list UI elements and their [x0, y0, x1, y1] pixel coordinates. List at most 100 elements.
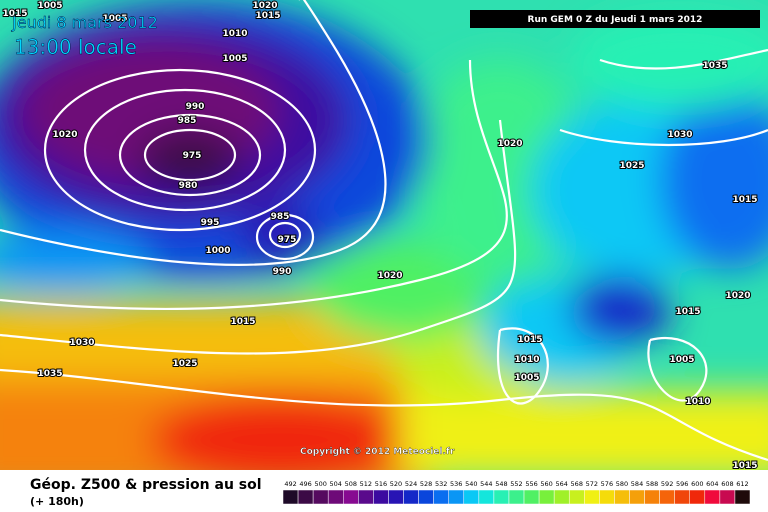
isobar-label: 995 — [201, 218, 220, 228]
isobar-label: 1025 — [619, 161, 644, 171]
color-swatch — [553, 489, 570, 505]
isobar-label: 1035 — [37, 369, 62, 379]
isobar-label: 1020 — [497, 139, 522, 149]
run-info: Run GEM 0 Z du Jeudi 1 mars 2012 — [528, 15, 703, 25]
isobar — [43, 68, 317, 232]
color-swatch — [403, 489, 419, 505]
isobar-label: 990 — [186, 102, 205, 112]
color-scale-label: 516 — [375, 480, 387, 488]
isobar-label: 1015 — [230, 317, 255, 327]
isobar-label: 1030 — [69, 338, 94, 348]
isobar-label: 1015 — [675, 307, 700, 317]
isobar — [599, 48, 768, 70]
color-scale-label: 492 — [284, 480, 296, 488]
color-scale-label: 612 — [736, 480, 748, 488]
color-swatch — [418, 489, 434, 505]
isobars — [0, 0, 768, 462]
isobar-label: 1015 — [517, 335, 542, 345]
color-swatch — [312, 489, 329, 505]
color-swatch — [719, 489, 736, 505]
isobar-label: 990 — [273, 267, 292, 277]
isobar-label: 1030 — [667, 130, 692, 140]
map-field — [0, 0, 768, 500]
lead-time: (+ 180h) — [30, 495, 84, 508]
isobar — [559, 128, 768, 147]
color-scale-label: 600 — [691, 480, 703, 488]
isobar — [83, 88, 287, 212]
isobar-label: 975 — [278, 235, 297, 245]
copyright: Copyright © 2012 Meteociel.fr — [300, 447, 455, 457]
color-scale-label: 552 — [510, 480, 522, 488]
isobar — [647, 337, 708, 402]
isobar-label: 1005 — [222, 54, 247, 64]
color-swatch — [282, 489, 299, 505]
color-swatch — [448, 489, 465, 505]
run-banner — [470, 10, 760, 28]
color-swatch — [629, 489, 645, 505]
isobar — [143, 128, 237, 182]
color-swatch — [343, 489, 359, 505]
color-swatch — [478, 489, 495, 505]
isobar-label: 1015 — [732, 461, 757, 471]
color-swatch — [508, 489, 525, 505]
isobar-label: 1015 — [2, 9, 27, 19]
color-swatch — [704, 489, 721, 505]
color-swatch — [568, 489, 585, 505]
isobar-label: 1020 — [725, 291, 750, 301]
color-swatch — [538, 489, 555, 505]
color-scale-label: 508 — [345, 480, 357, 488]
color-scale-label: 544 — [480, 480, 492, 488]
isobar-label: 1010 — [685, 397, 710, 407]
color-swatch — [327, 489, 344, 505]
field-blobs — [0, 0, 768, 500]
isobar-label: 1005 — [669, 355, 694, 365]
isobar-label: 1010 — [514, 355, 539, 365]
isobar — [0, 119, 517, 355]
isobar — [255, 213, 315, 261]
color-swatch — [584, 489, 600, 505]
isobar — [0, 59, 508, 311]
color-swatch — [614, 489, 630, 505]
isobar — [0, 368, 768, 462]
isobar-label: 980 — [179, 181, 198, 191]
color-swatch — [523, 489, 540, 505]
forecast-time: 13:00 locale — [14, 35, 137, 59]
isobar-label: 1020 — [377, 271, 402, 281]
product-title: Géop. Z500 & pression au sol — [30, 477, 262, 493]
isobar-label: 1010 — [222, 29, 247, 39]
forecast-date: Jeudi 8 mars 2012 — [11, 13, 158, 32]
isobar — [268, 221, 302, 249]
color-scale-label: 592 — [661, 480, 673, 488]
color-scale-label: 580 — [616, 480, 628, 488]
isobar-label: 1005 — [102, 14, 127, 24]
isobar-label: 985 — [271, 212, 290, 222]
isobar-label: 1020 — [52, 130, 77, 140]
isobar-label: 1020 — [252, 1, 277, 11]
isobar-label: 1000 — [205, 246, 230, 256]
color-scale-label: 500 — [314, 480, 326, 488]
color-scale-label: 536 — [450, 480, 462, 488]
isobar-label: 1025 — [172, 359, 197, 369]
color-swatch — [433, 489, 449, 505]
color-swatch — [297, 489, 314, 505]
color-scale-label: 532 — [435, 480, 447, 488]
color-scale-label: 608 — [721, 480, 733, 488]
isobar-label: 985 — [178, 116, 197, 126]
isobar-label: 975 — [183, 151, 202, 161]
color-scale-label: 576 — [601, 480, 613, 488]
color-scale-label: 496 — [299, 480, 311, 488]
color-scale-label: 524 — [405, 480, 417, 488]
color-scale-label: 520 — [390, 480, 402, 488]
color-scale-label: 504 — [330, 480, 342, 488]
isobar — [118, 113, 262, 197]
color-swatch — [674, 489, 690, 505]
color-swatch — [689, 489, 706, 505]
color-swatch — [734, 489, 751, 505]
color-swatch — [388, 489, 404, 505]
isobar-label: 1035 — [702, 61, 727, 71]
color-scale: 492 496 500 504 508 512 516 520 524 528 532 536 540 5… — [282, 480, 751, 505]
isobar-label: 1015 — [732, 195, 757, 205]
color-scale-label: 588 — [646, 480, 658, 488]
color-scale-label: 564 — [555, 480, 567, 488]
